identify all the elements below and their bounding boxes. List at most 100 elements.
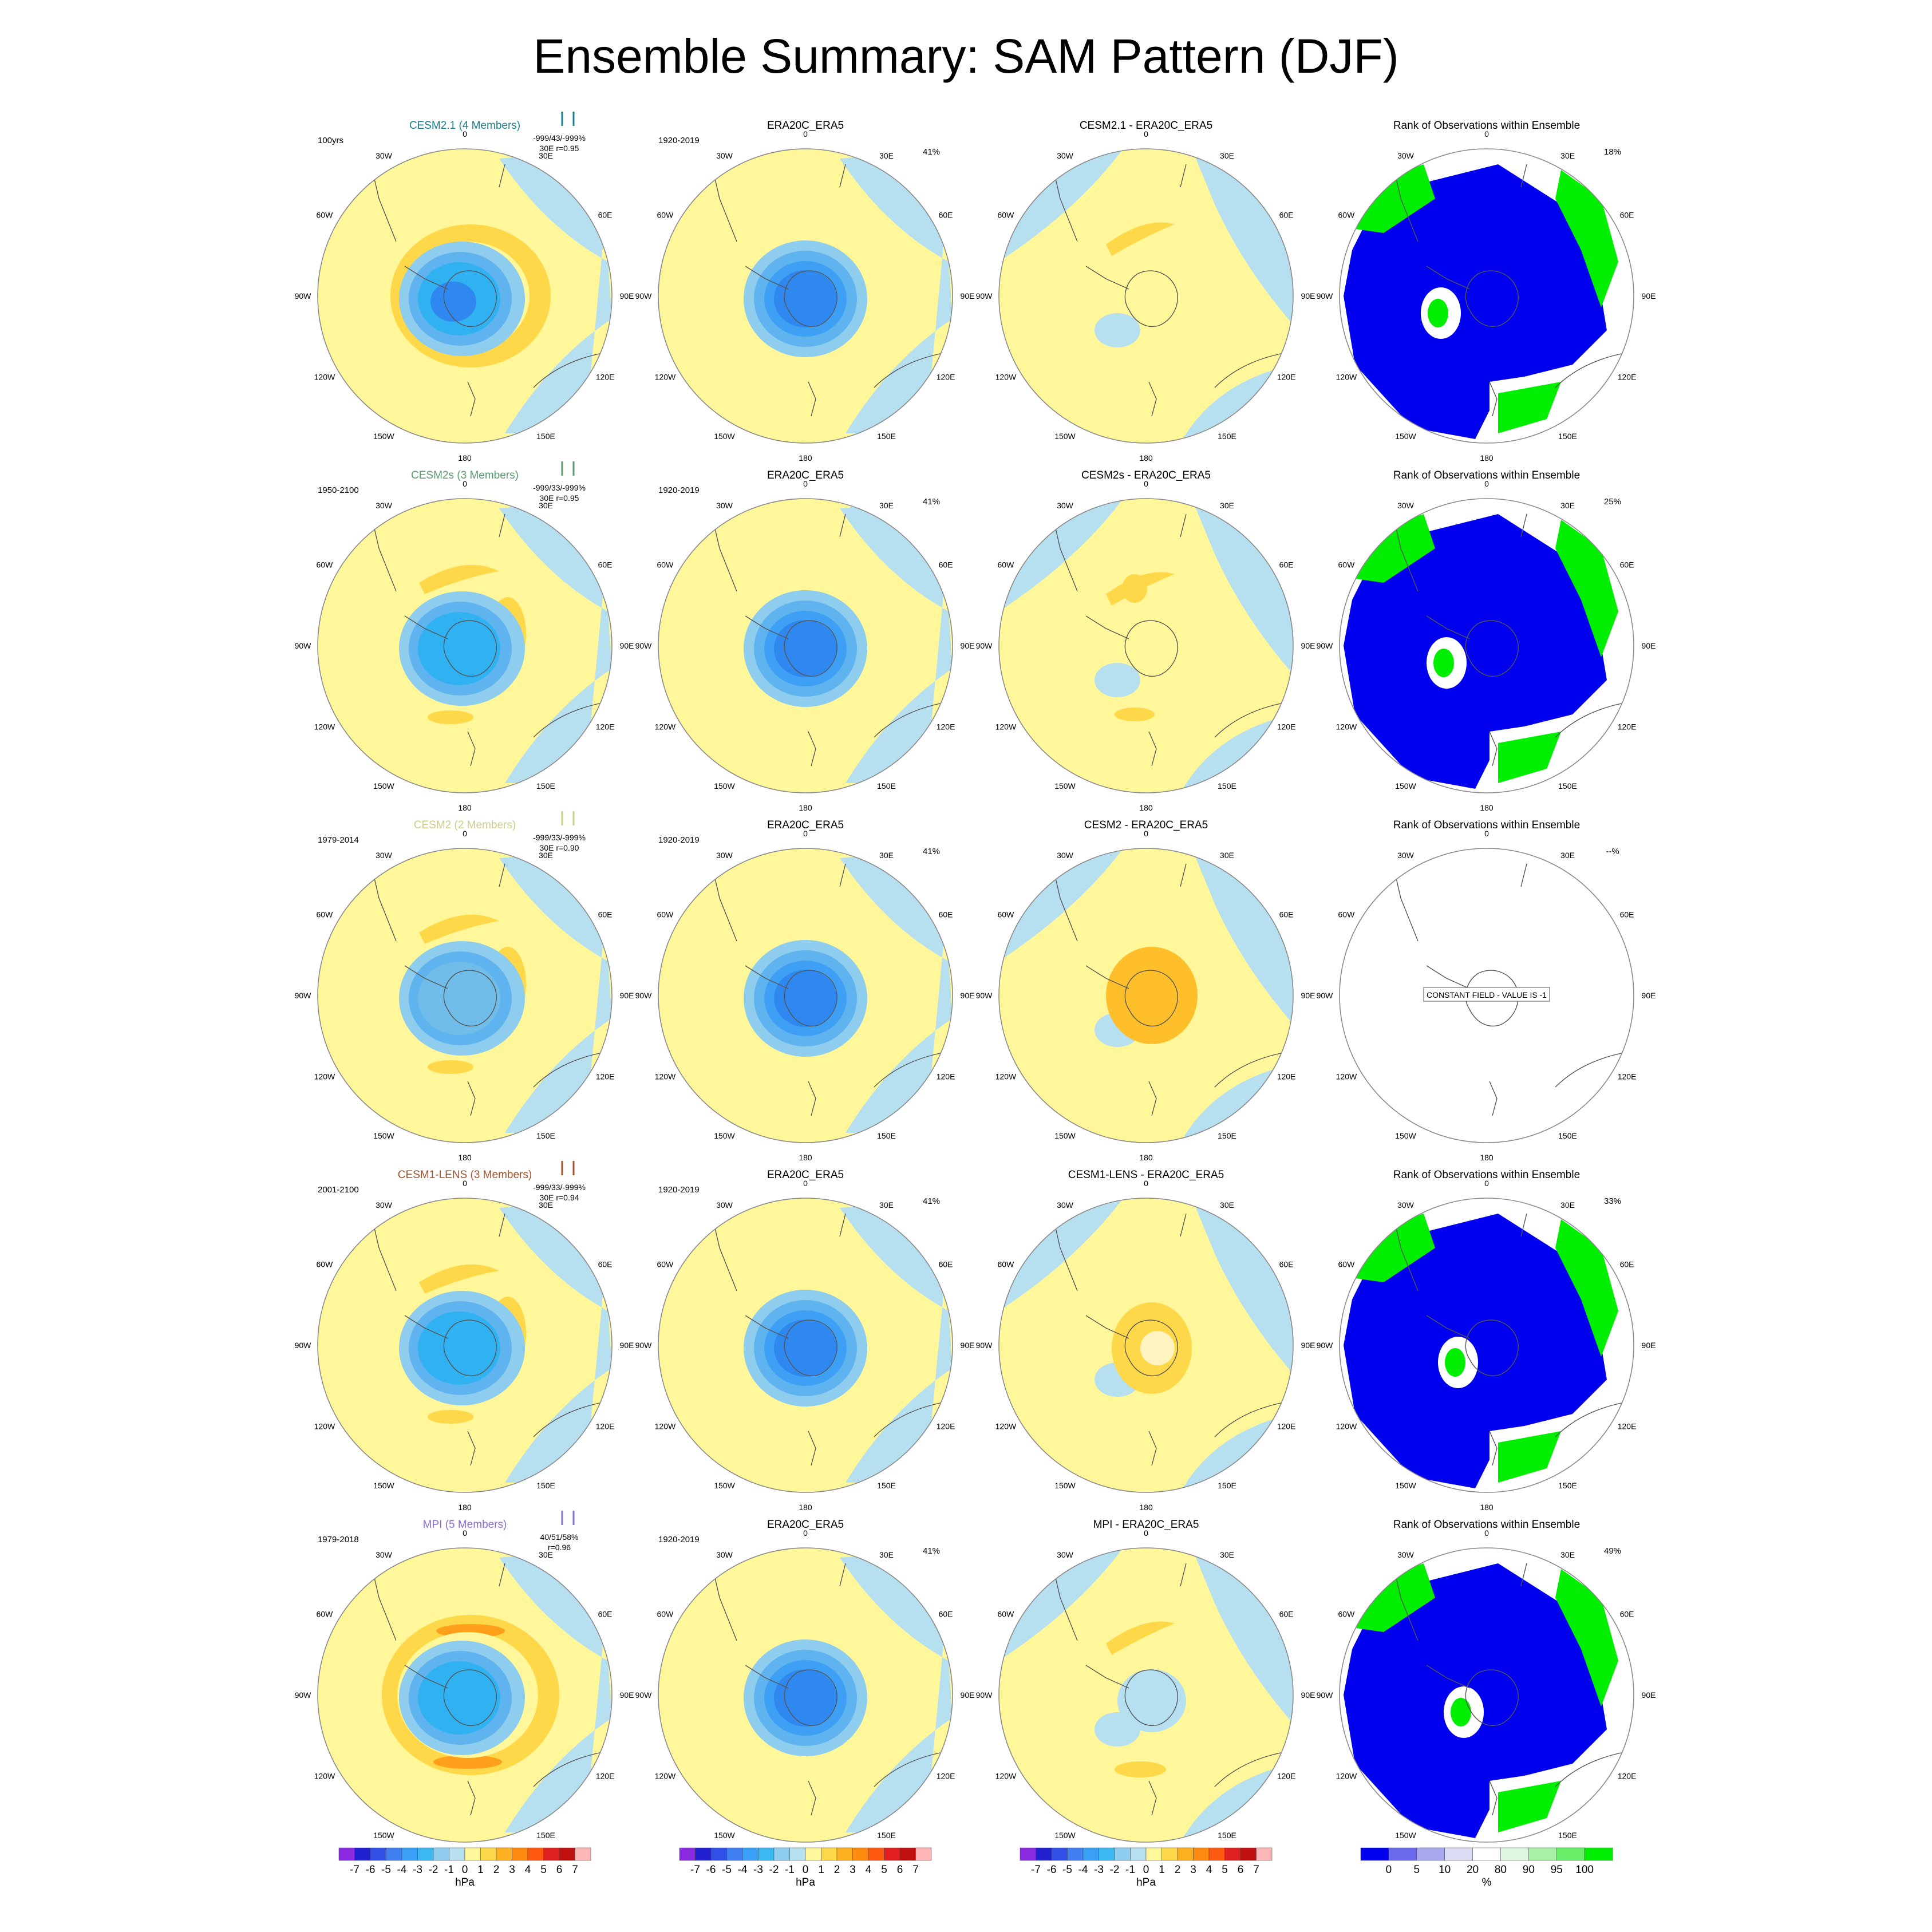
longitude-label: 120E bbox=[1618, 1422, 1637, 1431]
new-zealand-coastline bbox=[808, 1431, 816, 1466]
longitude-label: 90E bbox=[1642, 291, 1656, 301]
rank-high-region bbox=[1344, 514, 1435, 583]
colorbar-swatch bbox=[575, 1847, 591, 1861]
antarctica-coastline bbox=[443, 270, 497, 327]
colorbar-swatch bbox=[1099, 1847, 1115, 1861]
map-border bbox=[998, 148, 1294, 444]
longitude-label: 90E bbox=[1301, 641, 1315, 650]
obs-title: ERA20C_ERA5 bbox=[767, 1519, 844, 1531]
colorbar-swatch bbox=[884, 1847, 900, 1861]
longitude-label: 0 bbox=[803, 829, 808, 838]
longitude-label: 120W bbox=[655, 1422, 676, 1431]
longitude-label: 120W bbox=[1336, 1422, 1357, 1431]
longitude-label: 30W bbox=[1057, 151, 1074, 160]
map-fill bbox=[658, 1198, 953, 1492]
longitude-label: 150W bbox=[1395, 1831, 1416, 1840]
colorbar-swatch bbox=[1444, 1847, 1473, 1861]
longitude-label: 30W bbox=[1397, 851, 1415, 860]
new-zealand-coastline bbox=[1489, 1780, 1498, 1816]
colorbar-tick-label: 4 bbox=[525, 1864, 531, 1876]
africa-coastline bbox=[839, 513, 846, 538]
map-border bbox=[1339, 498, 1634, 793]
map-fill bbox=[1340, 1548, 1634, 1842]
longitude-label: 60W bbox=[1338, 1610, 1356, 1619]
longitude-label: 150W bbox=[1054, 781, 1076, 791]
correlation-label: 30E r=0.95 bbox=[540, 493, 579, 503]
map-border bbox=[317, 1547, 613, 1843]
map-border bbox=[317, 498, 613, 793]
map-fill bbox=[318, 149, 612, 443]
colorbar-swatch bbox=[1360, 1847, 1389, 1861]
map-border bbox=[1339, 1198, 1634, 1493]
colorbar-swatch bbox=[1528, 1847, 1557, 1861]
longitude-label: 60W bbox=[317, 211, 334, 220]
antarctica-coastline bbox=[1124, 620, 1178, 677]
longitude-label: 60W bbox=[657, 560, 674, 570]
longitude-label: 30E bbox=[1560, 851, 1575, 860]
longitude-label: 60W bbox=[998, 211, 1015, 220]
longitude-label: 180 bbox=[458, 1503, 472, 1512]
australia-coastline bbox=[533, 1052, 603, 1088]
longitude-label: 120E bbox=[596, 722, 615, 732]
longitude-label: 90E bbox=[620, 1341, 634, 1350]
colorbar-swatch bbox=[1256, 1847, 1273, 1861]
colorbar-tick-label: 90 bbox=[1523, 1864, 1535, 1876]
colorbar-swatch bbox=[512, 1847, 528, 1861]
map-panel: 0 30E 60E 90E 120E 150E 180 150W 120W 90W 60W 30W CE… bbox=[295, 1161, 634, 1512]
map-fill bbox=[658, 499, 953, 793]
antarctica-coastline bbox=[1465, 1669, 1519, 1726]
map-fill bbox=[1340, 1198, 1634, 1492]
low-pressure-core bbox=[774, 970, 837, 1027]
map-fill bbox=[318, 1198, 612, 1492]
longitude-label: 30W bbox=[376, 501, 393, 510]
colorbar-tick-label: -6 bbox=[1047, 1864, 1057, 1876]
africa-coastline bbox=[1180, 863, 1187, 887]
map-border bbox=[998, 1547, 1294, 1843]
map-fill bbox=[658, 149, 953, 443]
obs-percent-label: 41% bbox=[923, 1196, 940, 1206]
obs-percent-label: 41% bbox=[923, 497, 940, 507]
colorbar-tick-label: -5 bbox=[381, 1864, 391, 1876]
longitude-label: 90E bbox=[961, 1341, 975, 1350]
low-pressure-region bbox=[499, 1198, 612, 1483]
map-border bbox=[317, 1198, 613, 1493]
rank-low-region bbox=[1344, 164, 1607, 439]
australia-coastline bbox=[874, 1752, 943, 1787]
longitude-label: 120W bbox=[314, 1072, 335, 1081]
longitude-label: 150E bbox=[1218, 432, 1236, 441]
longitude-label: 90E bbox=[620, 1690, 634, 1700]
obs-title: ERA20C_ERA5 bbox=[767, 819, 844, 831]
longitude-label: 30W bbox=[716, 1550, 733, 1559]
australia-coastline bbox=[1555, 353, 1625, 388]
longitude-label: 90E bbox=[961, 991, 975, 1000]
longitude-label: 60E bbox=[1620, 1610, 1634, 1619]
peninsula-coastline bbox=[1426, 1315, 1470, 1339]
longitude-label: 30W bbox=[1057, 501, 1074, 510]
africa-coastline bbox=[1180, 1563, 1187, 1587]
longitude-label: 90W bbox=[976, 991, 993, 1000]
longitude-label: 90W bbox=[976, 291, 993, 301]
longitude-label: 60W bbox=[1338, 910, 1356, 919]
africa-coastline bbox=[1520, 1563, 1527, 1587]
africa-coastline bbox=[839, 164, 846, 188]
low-pressure-region bbox=[840, 1198, 953, 1483]
africa-coastline bbox=[1520, 164, 1527, 188]
longitude-label: 30E bbox=[1220, 1550, 1234, 1559]
low-pressure-core bbox=[418, 612, 500, 685]
colorbar-tick-label: 0 bbox=[1386, 1864, 1392, 1876]
rank-low-region bbox=[1344, 514, 1607, 789]
colorbar-tick-label: 95 bbox=[1551, 1864, 1563, 1876]
colorbar-swatch bbox=[370, 1847, 386, 1861]
new-zealand-coastline bbox=[1148, 1780, 1157, 1816]
longitude-label: 120E bbox=[1277, 1422, 1296, 1431]
longitude-label: 180 bbox=[1139, 453, 1153, 463]
longitude-label: 150W bbox=[714, 1481, 735, 1490]
colorbar-swatch bbox=[386, 1847, 402, 1861]
correlation-label: 30E r=0.95 bbox=[540, 144, 579, 153]
peninsula-coastline bbox=[1085, 965, 1129, 989]
longitude-label: 150E bbox=[1558, 1481, 1577, 1490]
longitude-label: 60E bbox=[1620, 910, 1634, 919]
colorbar-swatch bbox=[821, 1847, 837, 1861]
longitude-label: 60W bbox=[657, 211, 674, 220]
australia-coastline bbox=[533, 1402, 603, 1437]
